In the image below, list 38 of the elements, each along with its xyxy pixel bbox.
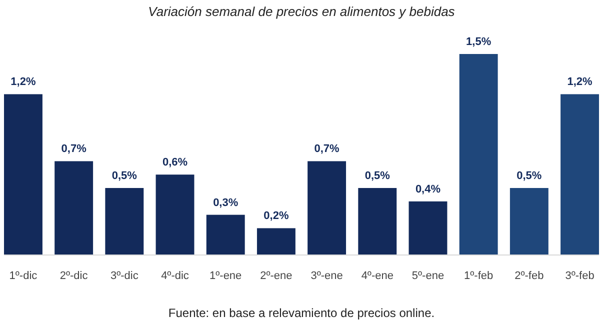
bar [54,161,94,255]
data-label: 0,4% [415,183,441,196]
bar [408,201,448,255]
bar [105,188,144,255]
bar [308,161,346,255]
x-tick-label: 1º-feb [464,270,494,282]
data-label: 0,5% [364,170,390,182]
x-tick-label: 2º-dic [60,270,88,282]
data-label: 0,3% [213,196,238,209]
chart-title: Variación semanal de precios en alimentos y bebidas [148,4,456,19]
x-tick-label: 3º-ene [310,270,343,282]
data-label: 0,5% [516,170,542,182]
x-tick-label: 2º-feb [514,270,544,282]
data-label: 0,7% [314,143,340,156]
source-note: Fuente: en base a relevamiento de precios online. [168,306,435,320]
x-tick-label: 4º-ene [361,270,394,282]
data-label: 0,7% [61,143,87,156]
data-label: 1,2% [567,76,593,88]
x-tick-label: 1º-ene [210,270,242,282]
x-tick-label: 5º-ene [412,270,444,282]
data-label: 0,6% [162,156,188,169]
data-label: 0,5% [112,170,138,182]
bar [206,214,245,255]
bar [358,188,397,255]
bar [4,94,42,255]
bar [560,94,599,255]
bar [510,188,548,255]
x-tick-label: 3º-dic [110,270,139,282]
x-tick-label: 4º-dic [161,270,190,282]
bar [156,174,194,255]
data-label: 0,2% [264,210,289,222]
data-label: 1,5% [466,36,492,48]
bar [256,228,296,255]
x-tick-label: 2º-ene [260,270,292,282]
bar [459,54,498,255]
x-tick-label: 1º-dic [9,270,38,282]
data-label: 1,2% [10,76,36,88]
x-tick-label: 3º-feb [565,270,594,282]
